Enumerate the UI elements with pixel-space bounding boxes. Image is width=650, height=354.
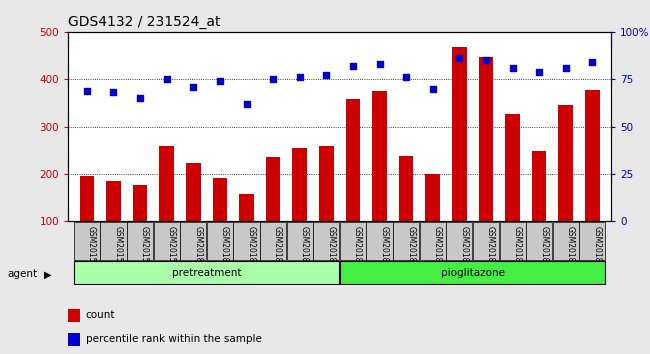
Point bbox=[268, 76, 278, 82]
Point bbox=[508, 65, 518, 71]
Point bbox=[135, 95, 146, 101]
Text: percentile rank within the sample: percentile rank within the sample bbox=[86, 335, 261, 344]
Text: GSM201843: GSM201843 bbox=[566, 226, 575, 272]
FancyBboxPatch shape bbox=[420, 222, 446, 260]
FancyBboxPatch shape bbox=[127, 222, 153, 260]
Text: ▶: ▶ bbox=[44, 269, 52, 279]
Bar bbox=[159, 146, 174, 269]
Point bbox=[161, 76, 172, 82]
FancyBboxPatch shape bbox=[393, 222, 419, 260]
FancyBboxPatch shape bbox=[313, 222, 339, 260]
Text: pretreatment: pretreatment bbox=[172, 268, 241, 278]
Text: GSM201542: GSM201542 bbox=[87, 226, 96, 272]
Text: GSM201834: GSM201834 bbox=[326, 226, 335, 272]
FancyBboxPatch shape bbox=[74, 222, 100, 260]
Point bbox=[348, 63, 358, 69]
FancyBboxPatch shape bbox=[287, 222, 313, 260]
Text: GSM201835: GSM201835 bbox=[353, 226, 362, 272]
Bar bbox=[372, 91, 387, 269]
Point bbox=[188, 84, 198, 90]
Bar bbox=[532, 151, 547, 269]
Text: GSM201837: GSM201837 bbox=[406, 226, 415, 272]
Text: GSM201832: GSM201832 bbox=[273, 226, 282, 272]
Bar bbox=[68, 309, 80, 322]
Point bbox=[321, 73, 332, 78]
Bar bbox=[346, 99, 360, 269]
FancyBboxPatch shape bbox=[447, 222, 473, 260]
Point bbox=[481, 57, 491, 63]
Point bbox=[82, 88, 92, 93]
FancyBboxPatch shape bbox=[153, 222, 180, 260]
FancyBboxPatch shape bbox=[473, 222, 499, 260]
Bar bbox=[585, 90, 600, 269]
Text: GSM201831: GSM201831 bbox=[246, 226, 255, 272]
Bar bbox=[399, 156, 413, 269]
Text: GSM201838: GSM201838 bbox=[433, 226, 442, 272]
Text: GSM201839: GSM201839 bbox=[460, 226, 469, 272]
Point bbox=[374, 61, 385, 67]
FancyBboxPatch shape bbox=[207, 222, 233, 260]
FancyBboxPatch shape bbox=[101, 222, 127, 260]
Bar bbox=[292, 148, 307, 269]
Point bbox=[560, 65, 571, 71]
Text: GSM201842: GSM201842 bbox=[539, 226, 548, 272]
Point bbox=[241, 101, 252, 107]
Bar bbox=[478, 57, 493, 269]
Bar bbox=[133, 185, 148, 269]
Bar bbox=[452, 47, 467, 269]
Text: GSM201841: GSM201841 bbox=[513, 226, 521, 272]
Point bbox=[109, 90, 119, 95]
Point bbox=[454, 56, 465, 61]
Text: GSM201840: GSM201840 bbox=[486, 226, 495, 272]
Bar bbox=[505, 114, 520, 269]
Bar bbox=[106, 182, 121, 269]
Bar bbox=[319, 147, 333, 269]
Point bbox=[294, 74, 305, 80]
Bar bbox=[79, 176, 94, 269]
Text: GSM201833: GSM201833 bbox=[300, 226, 309, 272]
Point bbox=[587, 59, 597, 65]
FancyBboxPatch shape bbox=[552, 222, 578, 260]
Text: pioglitazone: pioglitazone bbox=[441, 268, 504, 278]
Text: GSM201830: GSM201830 bbox=[220, 226, 229, 272]
Text: GSM201844: GSM201844 bbox=[592, 226, 601, 272]
Text: GSM201836: GSM201836 bbox=[380, 226, 389, 272]
Text: GDS4132 / 231524_at: GDS4132 / 231524_at bbox=[68, 16, 221, 29]
FancyBboxPatch shape bbox=[74, 261, 339, 284]
FancyBboxPatch shape bbox=[340, 222, 366, 260]
FancyBboxPatch shape bbox=[233, 222, 259, 260]
Point bbox=[428, 86, 438, 92]
Text: GSM201543: GSM201543 bbox=[114, 226, 122, 272]
Bar bbox=[558, 105, 573, 269]
Text: GSM201544: GSM201544 bbox=[140, 226, 149, 272]
Point bbox=[534, 69, 544, 74]
FancyBboxPatch shape bbox=[180, 222, 206, 260]
Bar bbox=[213, 178, 228, 269]
Point bbox=[401, 74, 411, 80]
FancyBboxPatch shape bbox=[340, 261, 605, 284]
Point bbox=[214, 78, 225, 84]
FancyBboxPatch shape bbox=[260, 222, 286, 260]
FancyBboxPatch shape bbox=[579, 222, 605, 260]
Text: agent: agent bbox=[8, 269, 38, 279]
FancyBboxPatch shape bbox=[526, 222, 552, 260]
Text: GSM201545: GSM201545 bbox=[166, 226, 176, 272]
FancyBboxPatch shape bbox=[499, 222, 526, 260]
Bar bbox=[239, 194, 254, 269]
Bar bbox=[186, 162, 201, 269]
Text: count: count bbox=[86, 310, 115, 320]
Bar bbox=[426, 174, 440, 269]
Bar bbox=[68, 333, 80, 346]
Bar bbox=[266, 157, 280, 269]
FancyBboxPatch shape bbox=[367, 222, 393, 260]
Text: GSM201829: GSM201829 bbox=[193, 226, 202, 272]
